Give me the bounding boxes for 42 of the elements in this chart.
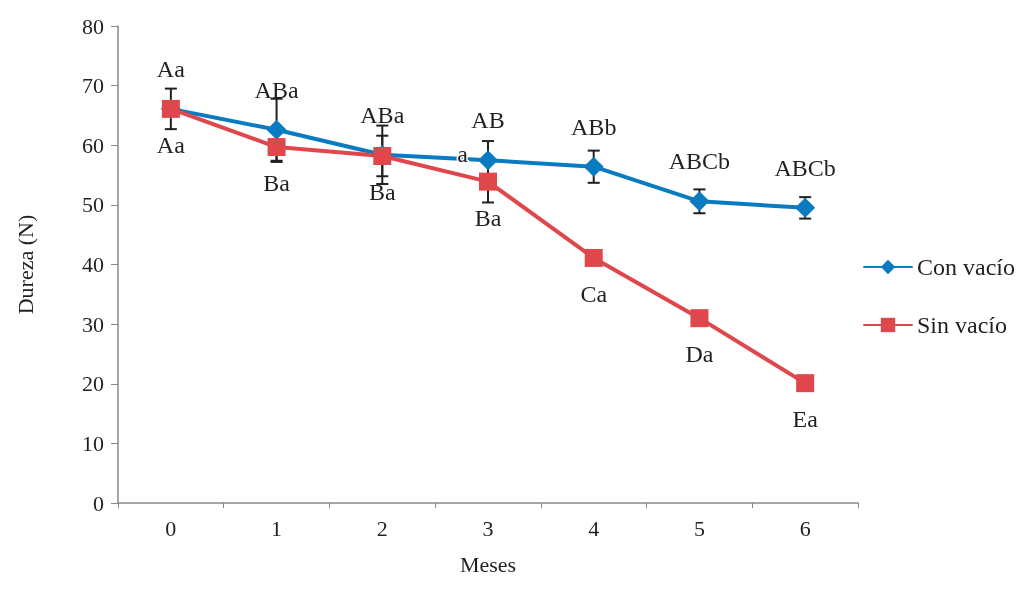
annotation: ABa [360, 101, 405, 128]
x-tick-label: 2 [376, 515, 388, 541]
annotation: Ca [580, 280, 608, 307]
y-tick-label: 80 [82, 13, 104, 39]
x-tick-label: 0 [165, 515, 177, 541]
x-tick-label: 1 [271, 515, 283, 541]
x-tick-label: 5 [693, 515, 705, 541]
annotation: Ba [368, 178, 396, 205]
point [266, 119, 287, 140]
point [584, 248, 603, 267]
annotation: AB [471, 107, 505, 134]
annotation: ABa [254, 76, 299, 103]
y-axis-title: Dureza (N) [12, 214, 38, 315]
point [796, 374, 815, 393]
point [478, 150, 498, 171]
y-tick-label: 40 [82, 252, 104, 277]
y-tick-label: 20 [82, 371, 104, 397]
y-tick-label: 60 [82, 132, 104, 158]
point [583, 156, 604, 177]
x-axis-title: Meses [459, 551, 517, 577]
y-tick-label: 70 [82, 73, 104, 99]
annotation: Da [685, 341, 714, 368]
legend-label: Sin vacío [917, 312, 1008, 338]
y-tick-label: 50 [82, 192, 104, 218]
annotation: Ea [792, 406, 819, 433]
y-tick-label: 30 [82, 311, 104, 337]
annotation: Aa [156, 131, 186, 158]
annotation: Aa [156, 55, 186, 82]
point [479, 172, 497, 191]
y-tick-label: 0 [93, 490, 104, 516]
annotation: ABCb [774, 154, 836, 181]
x-tick-label: 6 [799, 515, 811, 541]
point [267, 138, 286, 157]
annotation: Ba [474, 204, 502, 231]
point [690, 309, 709, 328]
legend-label: Con vacío [917, 254, 1015, 280]
annotation: ABCb [668, 148, 731, 175]
x-tick-label: 4 [588, 515, 600, 541]
annotation: Ba [263, 170, 291, 197]
annotation: ABb [571, 113, 617, 140]
y-tick-label: 10 [82, 430, 104, 456]
x-tick-label: 3 [482, 515, 494, 541]
